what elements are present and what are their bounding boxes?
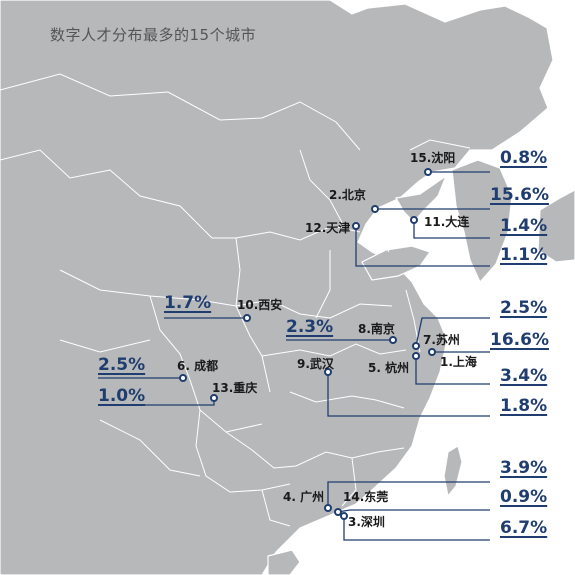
city-label-beijing: 2.北京 [329,188,366,202]
city-dots [179,168,436,520]
share-guangzhou: 3.9% [500,458,548,478]
city-dot-dongguan [334,508,342,516]
city-dot-chengdu [179,374,187,382]
city-dot-dalian [410,216,418,224]
taiwan-island [443,445,463,498]
hainan-island [267,549,301,575]
share-shanghai: 16.6% [490,330,549,350]
city-dot-nanjing [389,336,397,344]
city-label-dongguan: 14.东莞 [343,490,389,504]
city-label-xian: 10.西安 [237,298,283,312]
share-suzhou: 2.5% [500,298,548,318]
city-dot-beijing [371,205,379,213]
city-dot-chongqing [210,394,218,402]
city-dot-shenyang [424,168,432,176]
mainland-landmass [0,0,554,575]
city-label-dalian: 11.大连 [424,215,470,229]
share-nanjing: 2.3% [286,317,334,337]
city-dot-hangzhou [412,352,420,360]
share-shenzhen: 6.7% [500,518,548,538]
japan-fragment [537,189,575,263]
share-xian: 1.7% [164,293,212,313]
city-label-suzhou: 7.苏州 [423,333,460,347]
leader-line-hangzhou [415,356,490,385]
city-dot-shenzhen [340,512,348,520]
share-tianjin: 1.1% [500,245,548,265]
leader-line-guangzhou [327,481,490,508]
leader-line-suzhou [415,317,490,347]
province-borders [0,73,471,527]
share-beijing: 15.6% [490,185,549,205]
share-wuhan: 1.8% [500,396,548,416]
city-dot-guangzhou [324,504,332,512]
city-label-tianjin: 12.天津 [305,221,351,235]
city-dot-xian [243,314,251,322]
map-title: 数字人才分布最多的15个城市 [50,26,257,44]
city-dot-tianjin [352,222,360,230]
share-chongqing: 1.0% [98,386,146,406]
city-label-nanjing: 8.南京 [358,322,395,336]
share-dalian: 1.4% [500,216,548,236]
city-label-chengdu: 6. 成都 [177,359,219,373]
share-hangzhou: 3.4% [500,366,548,386]
leader-line-wuhan [327,372,490,417]
city-label-guangzhou: 4. 广州 [283,490,325,504]
leader-line-tianjin [355,226,490,267]
leader-line-dongguan [337,509,490,513]
city-label-wuhan: 9.武汉 [297,357,334,371]
leader-line-dalian [413,220,490,239]
city-label-hangzhou: 5. 杭州 [368,361,410,375]
city-dot-suzhou [412,342,420,350]
liaodong-peninsula [395,174,448,223]
korean-peninsula [451,159,513,284]
leader-line-shenzhen [343,516,490,541]
city-label-chongqing: 13.重庆 [212,381,258,395]
city-dot-wuhan [324,368,332,376]
share-dongguan: 0.9% [500,487,548,507]
city-label-shenyang: 15.沈阳 [410,151,456,165]
shandong-peninsula [361,245,431,281]
share-shenyang: 0.8% [500,148,548,168]
city-dot-shanghai [428,348,436,356]
share-chengdu: 2.5% [98,355,146,375]
city-label-shanghai: 1.上海 [440,355,477,369]
city-label-shenzhen: 3.深圳 [348,515,385,529]
